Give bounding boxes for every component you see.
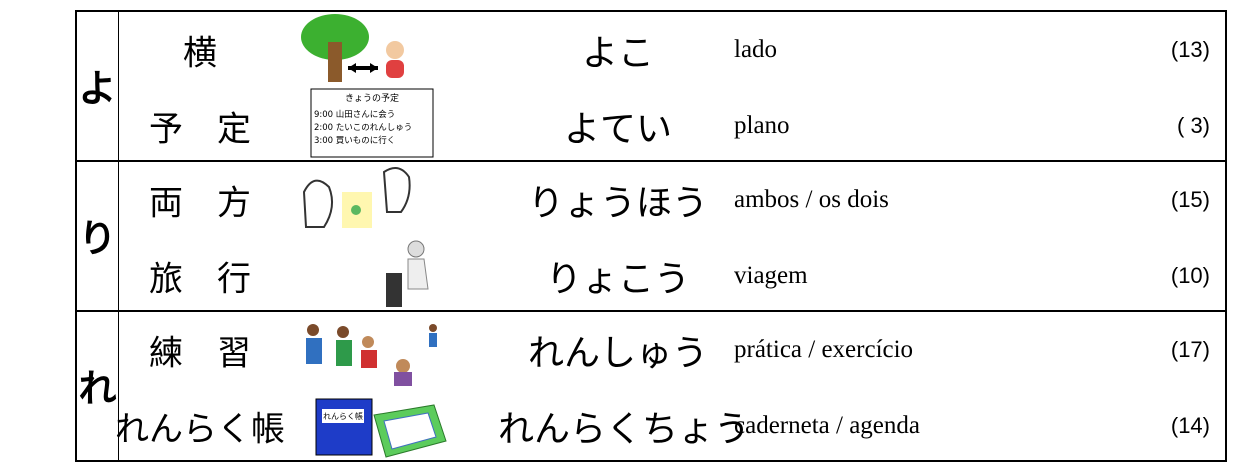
picture-text: 2:00 たいこのれんしゅう (314, 123, 412, 133)
picture-text: れんらく帳 (323, 411, 363, 421)
reading: りょうほう (527, 183, 708, 224)
row-divider (75, 160, 1227, 162)
word: 練 習 (149, 333, 251, 374)
meaning: ambos / os dois (734, 186, 889, 213)
meaning: lado (734, 36, 778, 63)
word: 旅 行 (149, 259, 251, 300)
meaning: caderneta / agenda (734, 412, 920, 439)
meaning: viagem (734, 262, 808, 289)
picture-text: 9:00 山田さんに会う (314, 109, 395, 120)
kana-heading: り (78, 216, 117, 261)
count: (13) (1170, 37, 1210, 62)
count: (14) (1170, 413, 1210, 438)
word: 横 (183, 33, 217, 74)
reading: れんしゅう (527, 333, 708, 374)
picture (306, 324, 437, 386)
reading: りょこう (545, 259, 690, 300)
count: (17) (1170, 337, 1210, 362)
count: ( 3) (1177, 113, 1210, 138)
picture: れんらく帳 (315, 398, 447, 458)
reading: よてい (563, 109, 672, 150)
reading: れんらくちょう (498, 409, 751, 450)
row-divider (75, 310, 1227, 312)
kana-heading: よ (78, 66, 117, 111)
border (75, 10, 77, 462)
picture (301, 14, 404, 82)
word: 予 定 (149, 109, 251, 150)
reading: よこ (581, 33, 654, 74)
count: (15) (1170, 187, 1210, 212)
word: 両 方 (149, 183, 251, 224)
border (1225, 10, 1227, 462)
picture: きょうの予定 9:00 山田さんに会う 2:00 たいこのれんしゅう 3:00 買いも… (310, 88, 434, 158)
picture-text: 3:00 買いものに行く (314, 135, 395, 146)
picture (386, 240, 429, 307)
meaning: plano (734, 112, 790, 139)
picture (302, 167, 411, 228)
word: れんらく帳 (115, 409, 285, 450)
count: (10) (1170, 263, 1210, 288)
picture-text: きょうの予定 (345, 92, 399, 104)
border (118, 10, 119, 462)
border (75, 10, 1227, 12)
kana-heading: れ (78, 366, 117, 411)
border (75, 460, 1227, 462)
meaning: prática / exercício (734, 336, 914, 363)
